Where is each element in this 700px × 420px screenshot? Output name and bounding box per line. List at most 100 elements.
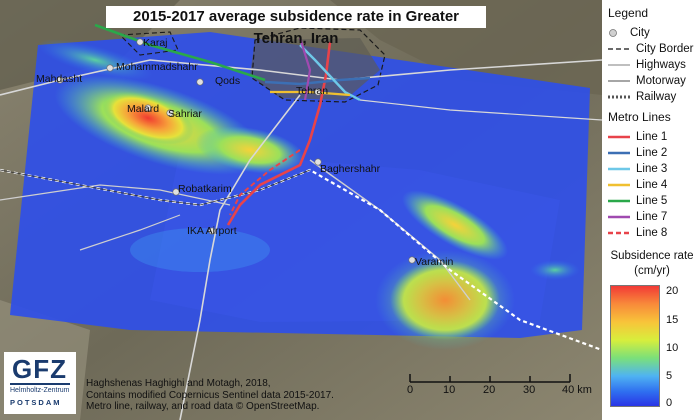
metro-line-label: Line 2: [636, 147, 668, 159]
subsidence-bowl-west-core: [102, 91, 194, 145]
map-title: 2015-2017 average subsidence rate in Gre…: [106, 6, 486, 47]
metro-line-8: [229, 149, 301, 216]
gfz-logo-subtitle-2: POTSDAM: [10, 398, 62, 407]
city-dot: [314, 88, 322, 96]
city-label-mahdasht: Mahdasht: [36, 73, 83, 85]
motorway-symbol-icon: [608, 80, 630, 82]
subsidence-bowl-south: [195, 126, 305, 174]
railway-symbol-icon: [608, 95, 630, 99]
city-label-karaj: Karaj: [143, 37, 168, 49]
gfz-logo-text: GFZ: [12, 354, 67, 384]
city-label-sahriar: Sahriar: [168, 108, 202, 120]
scale-tick: 30: [523, 384, 536, 396]
city-label-ika-airport: IKA Airport: [187, 225, 237, 237]
scale-tick: 20: [483, 384, 496, 396]
metro-line-5: [94, 23, 266, 82]
city-dot: [408, 256, 416, 264]
scale-bar: 0 10 20 30 40 km: [402, 366, 592, 416]
city-label-robatkarim: Robatkarim: [178, 183, 232, 195]
legend-item-highways: Highways: [608, 58, 686, 72]
metro-line-symbol-icon: [608, 231, 630, 235]
subsidence-map: [0, 0, 602, 420]
legend-metro-line: Line 5: [608, 194, 667, 208]
city-dot: [196, 78, 204, 86]
colorbar-tick: 5: [666, 370, 673, 382]
scale-bar-graphic: [409, 374, 571, 383]
colorbar-tick: 10: [666, 342, 679, 354]
metro-line-symbol-icon: [608, 167, 630, 171]
metro-line-symbol-icon: [608, 151, 630, 155]
colorbar-tick: 0: [666, 397, 673, 409]
legend-panel: Legend City City Border Highways Motorwa…: [602, 0, 700, 420]
legend-item-label: City: [630, 27, 650, 39]
metro-heading: Metro Lines: [608, 110, 671, 124]
highway-symbol-icon: [608, 64, 630, 66]
metro-line-label: Line 4: [636, 179, 668, 191]
railway-core: [0, 169, 311, 206]
city-dot: [144, 104, 152, 112]
city-symbol-icon: [609, 29, 617, 37]
subsidence-zone-karaj: [36, 39, 154, 81]
city-dot: [208, 227, 216, 235]
legend-item-label: Railway: [636, 91, 677, 103]
subsidence-zone-varamin-north: [402, 190, 508, 260]
subsidence-bowl-varamin-halo: [375, 250, 515, 350]
legend-item-label: Highways: [636, 59, 686, 71]
metro-line-symbol-icon: [608, 215, 630, 219]
city-border-symbol-icon: [608, 48, 630, 50]
motorway: [0, 184, 231, 206]
legend-metro-line: Line 1: [608, 130, 667, 144]
metro-line-label: Line 8: [636, 227, 668, 239]
metro-line-2: [264, 76, 371, 86]
highway: [359, 99, 602, 121]
legend-item-label: City Border: [636, 43, 694, 55]
gfz-logo-rule: [10, 383, 70, 385]
metro-line-symbol-icon: [608, 199, 630, 203]
subsidence-zone-east: [530, 260, 580, 280]
gfz-logo: GFZ Helmholtz-Zentrum POTSDAM: [4, 352, 76, 414]
metro-line-label: Line 7: [636, 211, 668, 223]
metro-line-label: Line 3: [636, 163, 668, 175]
legend-item-label: Motorway: [636, 75, 686, 87]
city-dot: [106, 64, 114, 72]
city-dot: [136, 38, 144, 46]
city-border-tehran: [251, 27, 386, 103]
metro-line-label: Line 1: [636, 131, 668, 143]
city-label-malard: Malard: [127, 103, 160, 115]
motorway: [309, 159, 471, 301]
credit-line-1: Haghshenas Haghighi and Motagh, 2018,: [86, 378, 271, 389]
city-label-tehran: Tehran: [296, 85, 329, 97]
legend-item-city: City: [608, 26, 650, 40]
metro-line-symbol-icon: [608, 183, 630, 187]
metro-line-symbol-icon: [608, 135, 630, 139]
subsidence-zone-south: [130, 228, 270, 272]
metro-line-label: Line 5: [636, 195, 668, 207]
scale-tick: 10: [443, 384, 456, 396]
legend-item-railway: Railway: [608, 90, 676, 104]
legend-metro-line: Line 4: [608, 178, 667, 192]
city-label-varamin: Varamin: [415, 256, 454, 268]
city-label-qods: Qods: [215, 75, 241, 87]
colorbar-tick: 20: [666, 285, 679, 297]
scale-tick: 0: [407, 384, 414, 396]
subsidence-rate-title: Subsidence rate: [610, 250, 694, 262]
credit-line-3: Metro line, railway, and road data © Ope…: [86, 401, 320, 412]
subsidence-colorbar: [610, 285, 660, 407]
legend-heading: Legend: [608, 6, 649, 20]
colorbar-tick: 15: [666, 314, 679, 326]
metro-line-1: [226, 41, 332, 226]
credit-text: Haghshenas Haghighi and Motagh, 2018, Co…: [86, 378, 334, 413]
tehran-urban-area: [250, 38, 380, 100]
city-border-karaj: [118, 31, 179, 56]
city-dot: [166, 109, 174, 117]
metro-line-4: [270, 90, 351, 97]
legend-metro-line: Line 3: [608, 162, 667, 176]
metro-line-3: [299, 44, 361, 102]
subsidence-rate-unit: (cm/yr): [634, 265, 670, 277]
legend-metro-line: Line 2: [608, 146, 667, 160]
highway: [179, 94, 301, 420]
scale-tick: 40 km: [562, 384, 592, 396]
city-label-baghershahr: Baghershahr: [320, 163, 381, 175]
city-label-mohammadshahr: Mohammadshahr: [116, 61, 198, 73]
city-dot: [314, 158, 322, 166]
